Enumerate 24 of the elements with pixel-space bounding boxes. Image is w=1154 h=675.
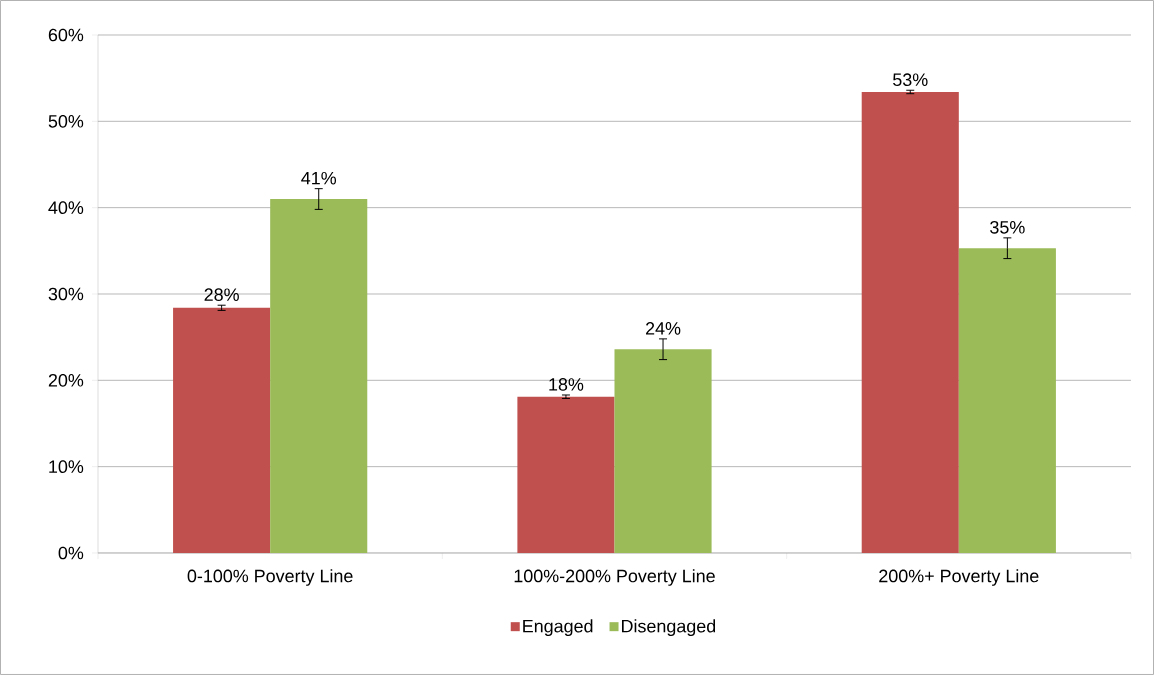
y-tick-label: 40%: [48, 201, 84, 214]
bar: [614, 349, 712, 553]
legend-label: Disengaged: [621, 619, 716, 637]
bar: [861, 91, 959, 553]
y-tick-label: 60%: [48, 28, 84, 42]
x-tick-label: 100%-200% Poverty Line: [514, 569, 715, 586]
legend-label: Engaged: [523, 619, 593, 637]
x-tick-label: 200%+ Poverty Line: [879, 569, 1039, 586]
y-tick-label: 0%: [58, 546, 84, 560]
x-tick-label: 0-100% Poverty Line: [187, 569, 353, 586]
data-label: 18%: [549, 378, 584, 391]
data-label: 53%: [893, 73, 928, 87]
data-label: 24%: [646, 322, 681, 335]
bar: [517, 396, 615, 553]
data-label: 41%: [301, 171, 337, 185]
bar: [173, 307, 271, 553]
y-tick-label: 50%: [48, 114, 84, 128]
bar: [270, 199, 368, 553]
y-tick-label: 20%: [48, 373, 84, 387]
y-tick-label: 10%: [49, 460, 84, 473]
data-label: 35%: [990, 220, 1025, 234]
y-tick-label: 30%: [48, 287, 84, 301]
data-label: 28%: [204, 288, 239, 302]
bar: [958, 248, 1056, 553]
